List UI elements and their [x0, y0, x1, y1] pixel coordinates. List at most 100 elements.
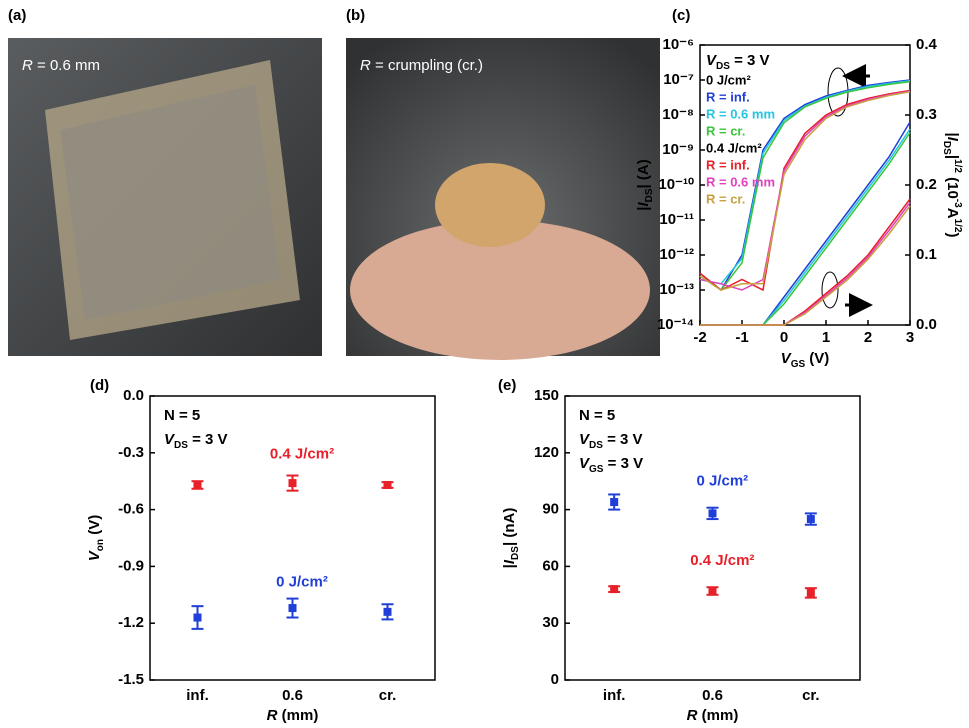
- annotation: VDS = 3 V: [164, 431, 228, 451]
- y2-tick-label: 0.4: [916, 36, 938, 53]
- annotation: VGS = 3 V: [579, 455, 643, 475]
- x-axis-label: R (mm): [687, 707, 739, 724]
- text-piece: ): [944, 232, 961, 237]
- text-piece: | (nA): [501, 508, 518, 546]
- y-tick-label: 10⁻¹¹: [659, 211, 694, 228]
- y-tick-label: 10⁻⁷: [663, 71, 694, 88]
- y-tick-label: 120: [534, 444, 559, 461]
- panel-letter: (d): [90, 377, 109, 394]
- text-piece: = 3 V: [603, 455, 643, 472]
- x-axis-label: R (mm): [267, 707, 319, 724]
- text-piece: = 3 V: [603, 431, 643, 448]
- panel-letter: (a): [8, 7, 26, 24]
- point: [384, 481, 392, 489]
- y-tick-label: 150: [534, 387, 559, 404]
- legend-label: R = inf.: [706, 157, 750, 172]
- text-piece: 1/2: [952, 219, 963, 233]
- y-tick-label: -1.2: [118, 614, 144, 631]
- x-tick-label: -2: [693, 329, 706, 346]
- y2-tick-label: 0.1: [916, 246, 937, 263]
- legend-label: R = cr.: [706, 123, 745, 138]
- x-tick-label: 1: [822, 329, 830, 346]
- y-tick-label: -0.9: [118, 557, 144, 574]
- text-piece: | (A): [635, 159, 652, 188]
- point: [807, 589, 815, 597]
- text-piece: A: [944, 208, 961, 219]
- text-piece: DS: [589, 440, 603, 451]
- point: [194, 614, 202, 622]
- series-line: [700, 199, 910, 325]
- series-label: 0.4 J/cm²: [270, 445, 334, 462]
- y2-tick-label: 0.0: [916, 316, 937, 333]
- x-axis-label: VGS (V): [781, 350, 830, 370]
- text-piece: = 0.6 mm: [33, 57, 100, 74]
- y-axis-label: Von (V): [86, 515, 106, 561]
- series-label: 0.4 J/cm²: [690, 552, 754, 569]
- y2-tick-label: 0.2: [916, 176, 937, 193]
- annotation: N = 5: [164, 407, 200, 424]
- text-piece: on: [95, 539, 106, 551]
- x-tick-label: inf.: [603, 687, 626, 704]
- text-piece: (10: [944, 173, 961, 199]
- y-tick-label: 10⁻⁹: [662, 141, 694, 158]
- text-piece: DS: [644, 188, 655, 202]
- point: [289, 604, 297, 612]
- text-piece: GS: [791, 359, 806, 370]
- y-tick-label: -0.3: [118, 444, 144, 461]
- text-piece: R: [687, 707, 698, 724]
- point: [384, 608, 392, 616]
- text-piece: 1/2: [952, 159, 963, 173]
- text-piece: N = 5: [164, 407, 200, 424]
- legend-group: 0.4 J/cm²: [706, 140, 762, 155]
- y-tick-label: 10⁻⁸: [662, 106, 694, 123]
- x-tick-label: 2: [864, 329, 872, 346]
- x-tick-label: cr.: [802, 687, 820, 704]
- text-piece: DS: [510, 546, 521, 560]
- photo-label: R = crumpling (cr.): [360, 57, 483, 74]
- panel-letter: (c): [672, 7, 690, 24]
- legend-label: R = 0.6 mm: [706, 106, 775, 121]
- text-piece: (mm): [278, 707, 319, 724]
- y-tick-label: 60: [542, 557, 559, 574]
- y-tick-label: 10⁻¹²: [659, 246, 694, 263]
- text-piece: R: [267, 707, 278, 724]
- y2-tick-label: 0.3: [916, 106, 937, 123]
- y-tick-label: -0.6: [118, 501, 144, 518]
- text-piece: DS: [174, 440, 188, 451]
- point: [709, 509, 717, 517]
- series-label: 0 J/cm²: [276, 573, 328, 590]
- y-tick-label: 10⁻⁶: [662, 36, 694, 53]
- y2-axis-label: |IDS|1/2 (10-3A1/2): [941, 133, 963, 238]
- series-line: [700, 206, 910, 325]
- annotation: N = 5: [579, 407, 615, 424]
- series-line: [700, 203, 910, 326]
- y-tick-label: 30: [542, 614, 559, 631]
- text-piece: GS: [589, 464, 604, 475]
- y-axis-label: |IDS| (nA): [501, 508, 521, 569]
- photo-label: R = 0.6 mm: [22, 57, 100, 74]
- text-piece: = crumpling (cr.): [371, 57, 483, 74]
- panel-letter: (e): [498, 377, 516, 394]
- x-tick-label: 0.6: [282, 687, 303, 704]
- y-tick-label: 0.0: [123, 387, 144, 404]
- text-piece: DS: [716, 61, 730, 72]
- text-piece: DS: [941, 141, 952, 155]
- x-tick-label: 0.6: [702, 687, 723, 704]
- y-tick-label: -1.5: [118, 671, 144, 688]
- x-tick-label: cr.: [379, 687, 397, 704]
- point: [807, 515, 815, 523]
- point: [709, 587, 717, 595]
- text-piece: N = 5: [579, 407, 615, 424]
- point: [610, 498, 618, 506]
- text-piece: R: [22, 57, 33, 74]
- annotation: VDS = 3 V: [706, 52, 770, 72]
- text-piece: R: [360, 57, 371, 74]
- photo-b-device: [435, 163, 545, 247]
- panel-letter: (b): [346, 7, 365, 24]
- point: [289, 479, 297, 487]
- x-tick-label: inf.: [186, 687, 209, 704]
- text-piece: = 3 V: [188, 431, 228, 448]
- legend-label: R = inf.: [706, 89, 750, 104]
- text-piece: = 3 V: [730, 52, 770, 69]
- series-label: 0 J/cm²: [696, 472, 748, 489]
